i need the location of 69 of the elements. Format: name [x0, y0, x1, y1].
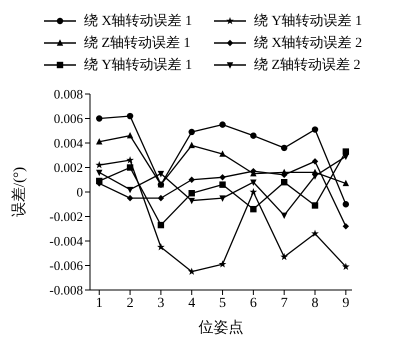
point — [342, 223, 350, 230]
x-tick-label: 9 — [342, 296, 350, 311]
point — [158, 194, 164, 202]
point — [342, 180, 350, 186]
point — [126, 194, 134, 202]
y-axis-title: 误差/(°) — [10, 166, 28, 218]
point — [96, 170, 102, 176]
point — [312, 158, 318, 165]
x-tick-label: 5 — [219, 296, 226, 311]
x-axis-title: 位姿点 — [198, 319, 244, 336]
point — [312, 173, 318, 180]
point — [312, 126, 318, 133]
point — [218, 260, 226, 268]
x-tick-label: 4 — [188, 296, 196, 311]
point — [126, 186, 134, 194]
point — [126, 164, 134, 171]
point — [126, 132, 134, 138]
point — [188, 268, 196, 275]
point — [342, 201, 350, 208]
x-tick-label: 8 — [312, 296, 319, 311]
point — [250, 180, 257, 186]
point — [96, 138, 102, 144]
point — [280, 252, 288, 260]
y-tick-label: 0.008 — [54, 86, 83, 102]
x-tick-label: 7 — [280, 296, 288, 311]
legend-label: 绕 Z轴转动误差 1 — [84, 34, 191, 52]
legend-label: 绕 Y轴转动误差 1 — [254, 12, 362, 30]
point — [219, 195, 226, 202]
point — [219, 181, 226, 188]
point — [188, 142, 195, 148]
point — [95, 161, 104, 168]
legend-label: 绕 Z轴转动误差 2 — [254, 56, 361, 74]
point — [250, 206, 257, 212]
y-tick-label: -0.008 — [49, 282, 83, 298]
y-tick-label: -0.006 — [49, 258, 84, 274]
y-tick-label: 0.006 — [54, 111, 84, 126]
point — [219, 121, 226, 128]
point — [158, 170, 164, 178]
x-tick-label: 2 — [126, 296, 134, 311]
point — [126, 112, 134, 120]
legend-label: 绕 Y轴转动误差 1 — [84, 56, 192, 74]
point — [219, 174, 226, 180]
point — [280, 212, 288, 219]
legend-label: 绕 X轴转动误差 2 — [254, 34, 362, 52]
x-tick-label: 1 — [96, 296, 103, 311]
point — [157, 243, 165, 250]
y-tick-label: -0.002 — [49, 209, 83, 224]
x-tick-label: 6 — [250, 296, 257, 311]
point — [280, 179, 288, 186]
point — [158, 222, 164, 228]
y-tick-label: -0.004 — [49, 234, 84, 249]
point — [188, 128, 195, 136]
point — [342, 262, 350, 270]
point — [96, 115, 102, 122]
point — [250, 188, 258, 196]
point — [250, 132, 257, 139]
y-tick-label: 0.002 — [54, 160, 83, 176]
y-tick-label: 0 — [76, 184, 83, 200]
point — [188, 198, 195, 204]
y-tick-label: 0.004 — [54, 136, 84, 151]
point — [342, 154, 350, 160]
point — [126, 156, 134, 164]
point — [280, 144, 288, 152]
point — [311, 230, 319, 237]
point — [188, 190, 195, 196]
point — [188, 176, 195, 183]
x-tick-label: 3 — [157, 296, 164, 311]
legend-label: 绕 X轴转动误差 1 — [84, 12, 192, 30]
point — [96, 178, 102, 184]
